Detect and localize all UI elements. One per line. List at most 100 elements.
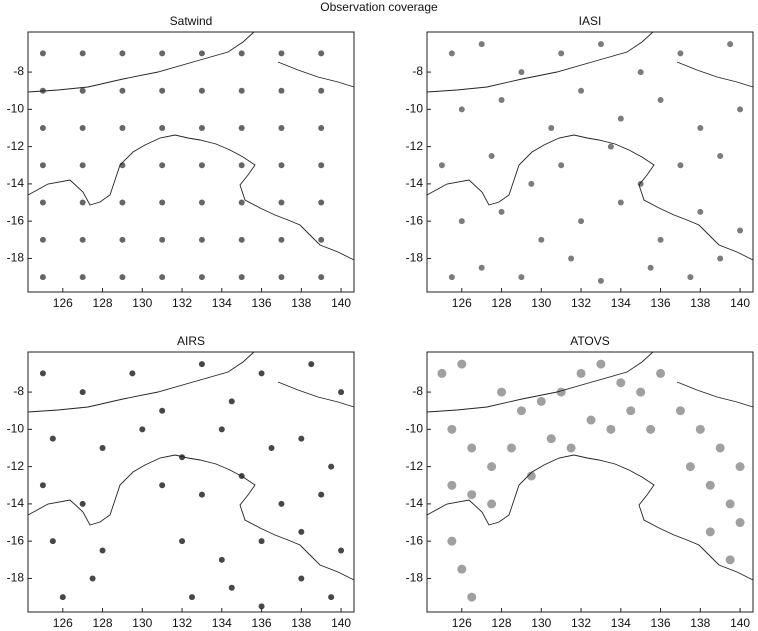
observation bbox=[705, 480, 715, 490]
observation bbox=[159, 236, 166, 243]
plot-frame bbox=[426, 31, 754, 293]
observation bbox=[558, 50, 565, 57]
figure-title: Observation coverage bbox=[320, 0, 438, 14]
observation bbox=[526, 471, 536, 481]
observation bbox=[258, 603, 265, 610]
observation bbox=[79, 389, 86, 396]
observation bbox=[677, 162, 684, 169]
observation bbox=[258, 538, 265, 545]
observation bbox=[318, 491, 325, 498]
observation bbox=[318, 87, 325, 94]
observation bbox=[39, 482, 46, 489]
panel: AIRS 126 128 130 132 134 136 138 140 -8 -10 -12 -14 -… bbox=[7, 334, 355, 630]
observation bbox=[447, 424, 457, 434]
observation bbox=[626, 406, 636, 416]
panel: Satwind 126 128 130 132 134 136 138 140 -8 -10 -12 -… bbox=[7, 14, 355, 310]
y-tick-label: -12 bbox=[406, 139, 424, 153]
observation bbox=[198, 491, 205, 498]
observation bbox=[596, 359, 606, 369]
observation bbox=[238, 87, 245, 94]
observation bbox=[228, 398, 235, 405]
panel-title: Satwind bbox=[170, 14, 213, 28]
observation bbox=[238, 236, 245, 243]
panel: IASI 126 128 130 132 134 136 138 140 -8 -10 -12 -14 -… bbox=[406, 14, 754, 310]
observation bbox=[735, 462, 745, 472]
observation bbox=[687, 274, 694, 281]
coastline bbox=[27, 351, 355, 581]
y-tick-label: -14 bbox=[7, 176, 25, 190]
plot-frame bbox=[27, 31, 355, 293]
x-tick-label: 132 bbox=[571, 296, 591, 310]
observation bbox=[578, 87, 585, 94]
observation bbox=[735, 518, 745, 528]
x-tick-label: 134 bbox=[611, 296, 631, 310]
x-tick-label: 130 bbox=[132, 616, 152, 630]
observation bbox=[548, 124, 555, 131]
x-tick-label: 132 bbox=[172, 616, 192, 630]
observation bbox=[119, 236, 126, 243]
observation bbox=[298, 435, 305, 442]
observation bbox=[697, 208, 704, 215]
observation bbox=[278, 162, 285, 169]
observation bbox=[467, 490, 477, 500]
observation bbox=[159, 50, 166, 57]
y-tick-label: -14 bbox=[406, 496, 424, 510]
observation bbox=[338, 389, 345, 396]
observation bbox=[447, 480, 457, 490]
observation bbox=[278, 199, 285, 206]
observation bbox=[318, 162, 325, 169]
observation bbox=[198, 124, 205, 131]
observation bbox=[278, 500, 285, 507]
observation bbox=[685, 462, 695, 472]
observation bbox=[89, 575, 96, 582]
y-tick-label: -14 bbox=[7, 496, 25, 510]
observation bbox=[198, 274, 205, 281]
observation bbox=[119, 87, 126, 94]
observation bbox=[457, 564, 467, 574]
observation bbox=[438, 162, 445, 169]
y-tick-label: -16 bbox=[406, 213, 424, 227]
y-tick-label: -10 bbox=[406, 102, 424, 116]
observation bbox=[657, 97, 664, 104]
y-tick-label: -12 bbox=[7, 459, 25, 473]
observation bbox=[606, 424, 616, 434]
observation bbox=[39, 50, 46, 57]
x-tick-label: 134 bbox=[212, 616, 232, 630]
observation bbox=[159, 162, 166, 169]
observation bbox=[159, 124, 166, 131]
observation bbox=[536, 396, 546, 406]
x-tick-label: 126 bbox=[452, 296, 472, 310]
y-tick-label: -14 bbox=[406, 176, 424, 190]
observation bbox=[448, 50, 455, 57]
x-tick-label: 126 bbox=[53, 296, 73, 310]
observation bbox=[497, 387, 507, 397]
observation bbox=[278, 124, 285, 131]
observation bbox=[298, 575, 305, 582]
observation bbox=[646, 424, 656, 434]
panel-title: IASI bbox=[579, 14, 602, 28]
coastline bbox=[27, 31, 355, 261]
observation bbox=[725, 499, 735, 509]
observation bbox=[657, 236, 664, 243]
observation bbox=[179, 454, 186, 461]
observation bbox=[498, 97, 505, 104]
x-tick-label: 136 bbox=[651, 296, 671, 310]
observation bbox=[458, 218, 465, 225]
x-tick-label: 138 bbox=[690, 296, 710, 310]
observation bbox=[79, 162, 86, 169]
observation bbox=[617, 115, 624, 122]
x-tick-label: 130 bbox=[531, 616, 551, 630]
x-tick-label: 128 bbox=[492, 616, 512, 630]
observation bbox=[39, 199, 46, 206]
x-tick-label: 126 bbox=[53, 616, 73, 630]
panel-title: AIRS bbox=[177, 334, 205, 348]
observation bbox=[717, 255, 724, 262]
observation bbox=[119, 124, 126, 131]
observation bbox=[318, 50, 325, 57]
observation bbox=[238, 50, 245, 57]
observation bbox=[467, 443, 477, 453]
observation bbox=[159, 482, 166, 489]
observation bbox=[198, 162, 205, 169]
observation bbox=[637, 69, 644, 76]
observation bbox=[119, 274, 126, 281]
